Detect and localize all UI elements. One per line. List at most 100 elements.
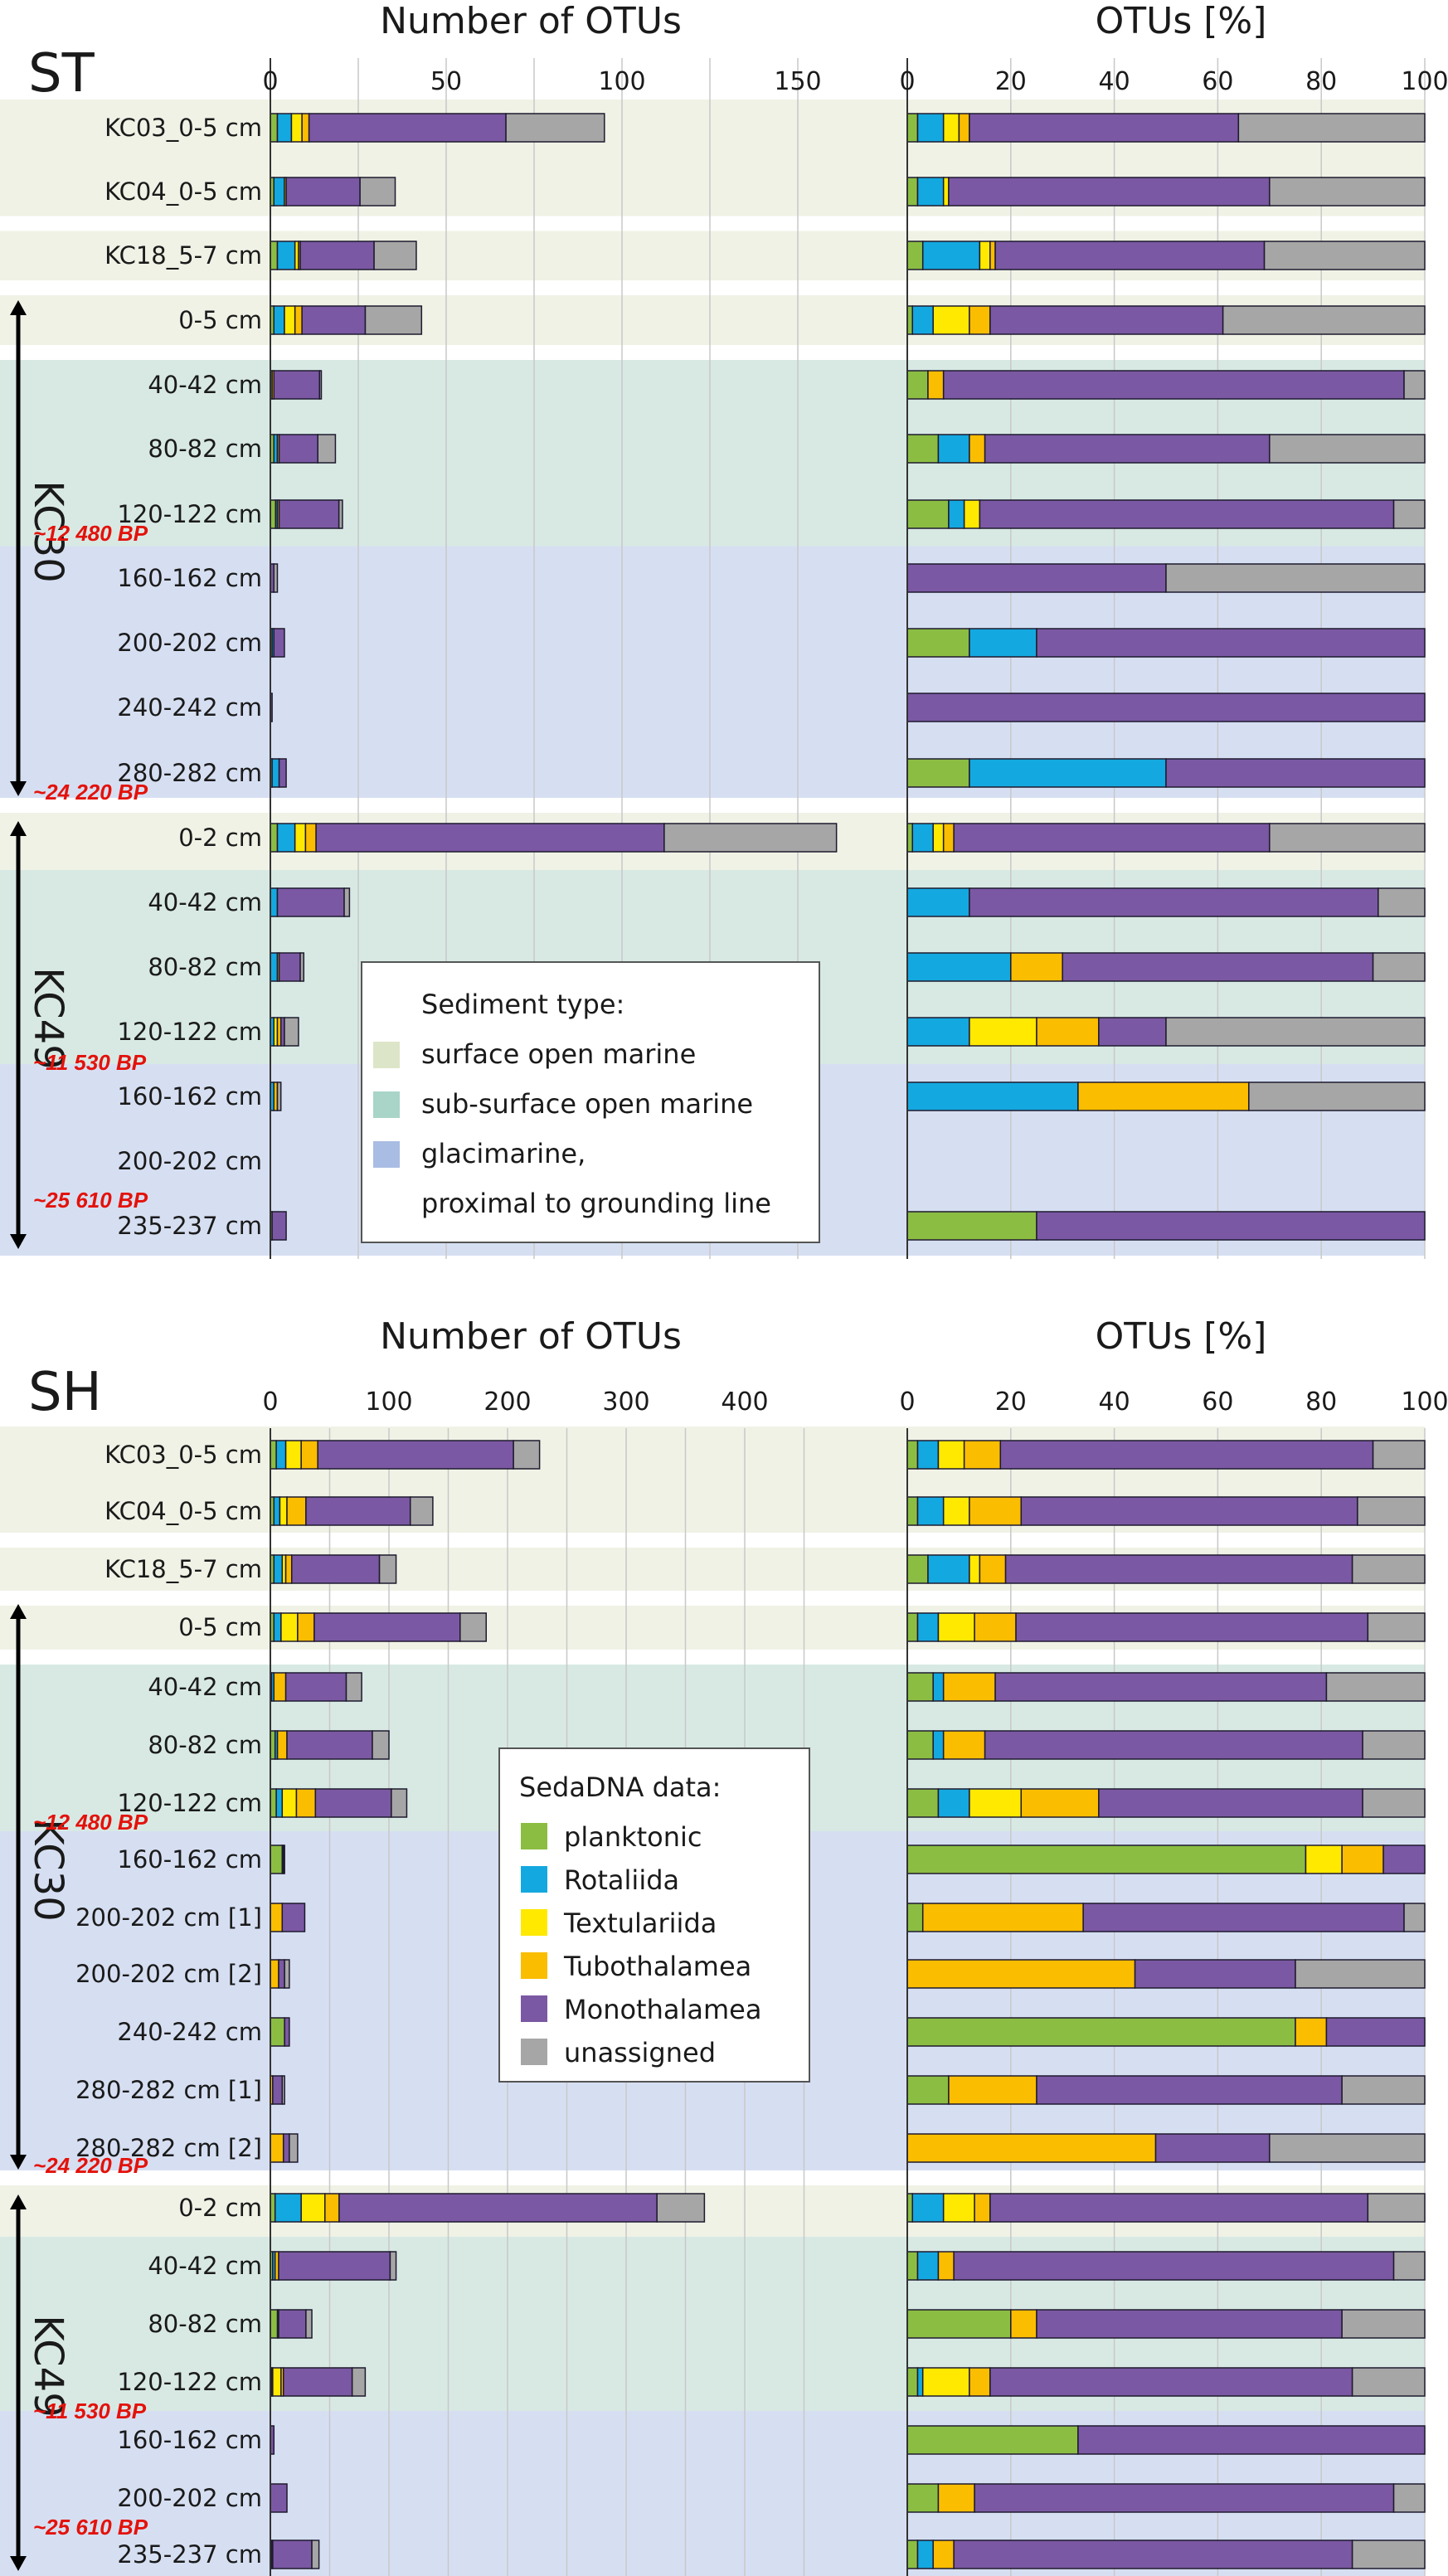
st-count-bar-monothalamea	[273, 370, 321, 400]
st-percent-bar-monothalamea	[989, 305, 1224, 335]
sh-percent-bar-monothalamea	[989, 2367, 1353, 2397]
st-right-tick-label: 40	[1099, 67, 1130, 96]
st-row-label: 80-82 cm	[148, 953, 262, 981]
st-age-label: ~24 220 BP	[33, 780, 148, 804]
sediment-legend-title: Sediment type:	[421, 989, 624, 1020]
st-count-bar-tubothalamea	[294, 305, 303, 335]
sh-count-bar-textulariida	[272, 2367, 282, 2397]
sh-row-label: 80-82 cm	[148, 1731, 262, 1759]
st-count-bar-rotaliida	[271, 758, 280, 788]
sh-percent-bar-monothalamea	[989, 2193, 1369, 2223]
st-percent-bar-rotaliida	[921, 241, 981, 270]
st-count-bar-monothalamea	[271, 1211, 287, 1241]
sh-percent-bar-monothalamea	[1020, 1496, 1358, 1526]
st-percent-bar-unassigned	[1222, 305, 1426, 335]
st-percent-bar-monothalamea	[942, 370, 1405, 400]
st-percent-bar-tubothalamea	[969, 305, 991, 335]
sh-percent-bar-planktonic	[906, 2483, 940, 2513]
sh-age-label: ~25 610 BP	[33, 2515, 148, 2540]
st-core-label: KC30	[25, 480, 71, 582]
st-percent-bar-unassigned	[1378, 887, 1426, 917]
st-right-tick-label: 100	[1401, 67, 1448, 96]
sh-count-bar-unassigned	[351, 2367, 367, 2397]
st-percent-bar-rotaliida	[911, 823, 934, 853]
st-percent-bar-tubothalamea	[969, 434, 986, 464]
dna-legend-swatch-tubothalamea	[521, 1952, 547, 1979]
sh-percent-bar-unassigned	[1325, 1672, 1426, 1702]
sh-count-bar-monothalamea	[284, 2017, 290, 2047]
sh-percent-bar-unassigned	[1362, 1730, 1426, 1760]
sh-percent-bar-planktonic	[906, 1845, 1307, 1874]
st-row-label: 40-42 cm	[148, 888, 262, 916]
sh-count-bar-rotaliida	[273, 1496, 281, 1526]
dna-legend-title: SedaDNA data:	[519, 1772, 721, 1803]
dna-legend-swatch-unassigned	[521, 2039, 547, 2065]
st-arrow-down-icon	[10, 781, 27, 796]
sh-count-bar-tubothalamea	[270, 2133, 284, 2163]
sh-percent-bar-planktonic	[906, 1554, 929, 1584]
sh-percent-bar-planktonic	[906, 2367, 919, 2397]
sh-percent-bar-planktonic	[906, 2425, 1079, 2455]
sh-count-bar-tubothalamea	[284, 1554, 293, 1584]
sh-percent-bar-monothalamea	[974, 2483, 1395, 2513]
sh-percent-bar-unassigned	[1392, 2251, 1426, 2281]
st-count-bar-rotaliida	[270, 887, 279, 917]
sh-percent-bar-planktonic	[906, 1788, 940, 1818]
st-percent-bar-textulariida	[969, 1017, 1037, 1047]
sh-age-label: ~12 480 BP	[33, 1810, 148, 1835]
sh-count-bar-monothalamea	[314, 1788, 392, 1818]
sh-count-bar-planktonic	[270, 2017, 285, 2047]
st-percent-bar-planktonic	[906, 241, 924, 270]
st-row-label: 160-162 cm	[117, 1082, 262, 1111]
st-arrow-up-icon	[10, 821, 27, 836]
sh-percent-bar-tubothalamea	[921, 1903, 1084, 1932]
sh-arrow-up-icon	[10, 1604, 27, 1619]
sh-count-bar-monothalamea	[272, 2075, 284, 2105]
st-percent-bar-unassigned	[1269, 177, 1426, 207]
sh-percent-bar-unassigned	[1392, 2483, 1426, 2513]
sediment-legend-label: proximal to grounding line	[421, 1188, 771, 1219]
sh-percent-bar-rotaliida	[937, 1788, 970, 1818]
sh-count-bar-monothalamea	[290, 1554, 381, 1584]
st-arrow-up-icon	[10, 300, 27, 315]
sh-right-title: OTUs [%]	[1096, 1315, 1267, 1358]
sh-count-bar-rotaliida	[275, 1788, 284, 1818]
sh-percent-bar-unassigned	[1357, 1496, 1426, 1526]
sh-count-bar-unassigned	[289, 2133, 299, 2163]
st-left-tick-label: 50	[430, 67, 462, 96]
sh-count-bar-unassigned	[378, 1554, 397, 1584]
sh-left-title: Number of OTUs	[380, 1315, 682, 1358]
sediment-legend-label: sub-surface open marine	[421, 1088, 753, 1120]
sh-count-bar-monothalamea	[278, 2251, 391, 2281]
st-percent-bar-monothalamea	[1036, 1211, 1426, 1241]
sh-row-label: 120-122 cm	[117, 1789, 262, 1817]
st-percent-bar-textulariida	[979, 241, 991, 270]
sh-percent-bar-tubothalamea	[974, 1612, 1017, 1642]
st-count-bar-unassigned	[284, 1017, 299, 1047]
st-percent-bar-rotaliida	[937, 434, 970, 464]
sh-row-label: 120-122 cm	[117, 2368, 262, 2396]
st-percent-bar-unassigned	[1372, 952, 1426, 982]
st-count-bar-planktonic	[270, 113, 279, 143]
sh-count-bar-tubothalamea	[286, 1496, 307, 1526]
st-percent-bar-planktonic	[906, 434, 940, 464]
sh-percent-bar-planktonic	[906, 2075, 950, 2105]
st-count-bar-textulariida	[284, 305, 296, 335]
sh-row-label: 80-82 cm	[148, 2310, 262, 2338]
st-percent-bar-rotaliida	[906, 1081, 1079, 1111]
dna-legend-label: Monothalamea	[564, 1994, 761, 2025]
sh-percent-bar-textulariida	[942, 1496, 970, 1526]
st-percent-bar-unassigned	[1237, 113, 1426, 143]
st-right-title: OTUs [%]	[1096, 0, 1267, 42]
sh-count-bar-planktonic	[270, 1788, 277, 1818]
sh-percent-bar-tubothalamea	[906, 2133, 1157, 2163]
sh-count-bar-textulariida	[300, 2193, 326, 2223]
sediment-legend-label: glacimarine,	[421, 1138, 586, 1169]
sh-percent-bar-rotaliida	[916, 1496, 945, 1526]
sh-row-label: 280-282 cm [2]	[75, 2134, 262, 2162]
st-row-label: 40-42 cm	[148, 371, 262, 399]
st-count-bar-monothalamea	[276, 887, 345, 917]
st-count-bar-textulariida	[294, 823, 307, 853]
st-percent-bar-unassigned	[1263, 241, 1426, 270]
st-row-label: KC03_0-5 cm	[104, 114, 262, 142]
